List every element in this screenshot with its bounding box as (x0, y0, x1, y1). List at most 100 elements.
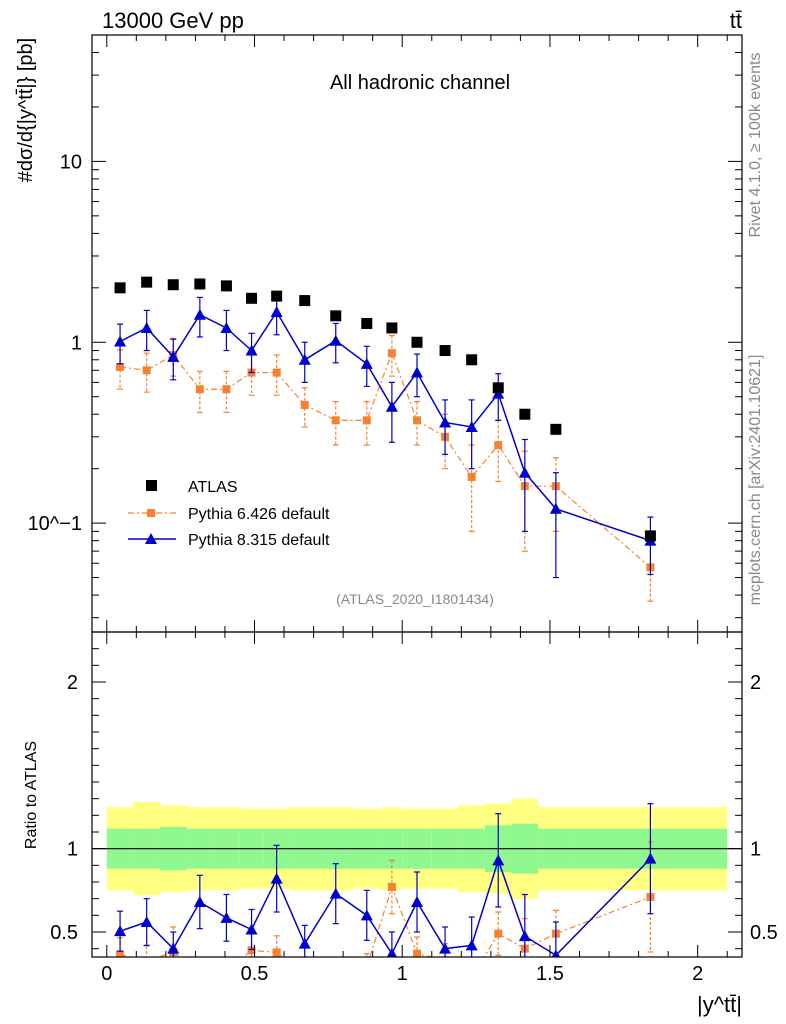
ratio-y-tick-label-left: 1 (67, 839, 78, 861)
pythia8-main-point (549, 502, 562, 514)
pythia8-ratio-point (465, 939, 478, 951)
chart-title: All hadronic channel (330, 72, 510, 94)
atlas-point (519, 408, 531, 420)
pythia8-main-point (114, 335, 127, 347)
legend-label-pythia6: Pythia 6.426 default (188, 506, 330, 523)
pythia6-main-point (387, 349, 396, 358)
pythia8-ratio-point (492, 854, 505, 866)
pythia6-main-point (413, 416, 421, 425)
pythia6-ratio-point (247, 946, 256, 955)
pythia8-main-point (518, 466, 531, 478)
pythia8-ratio-point (298, 937, 311, 949)
pythia8-ratio-point (518, 930, 531, 942)
pythia8-ratio-point (167, 942, 180, 954)
process-label: tt̄ (730, 8, 742, 33)
rivet-label: Rivet 4.1.0, ≥ 100k events (747, 53, 764, 238)
mcplots-label: mcplots.cern.ch [arXiv:2401.10621] (747, 355, 764, 606)
ratio-y-tick-label-right: 2 (750, 672, 761, 694)
pythia8-ratio-point (439, 942, 452, 954)
main-y-tick-label: 1 (71, 332, 82, 354)
ratio-y-axis-title: Ratio to ATLAS (23, 741, 40, 849)
pythia8-main-point (298, 353, 311, 365)
legend-entry-atlas: ATLAS (146, 479, 238, 496)
pythia6-main-point (467, 472, 476, 481)
pythia6-ratio-point (116, 950, 125, 957)
x-tick-label: 2 (692, 963, 703, 985)
pythia8-ratio-point (114, 925, 127, 937)
energy-label: 13000 GeV pp (102, 8, 244, 33)
x-axis-title: |y^tt̄| (697, 992, 742, 1017)
pythia8-main-point (220, 321, 233, 333)
ratio-panel (92, 798, 742, 982)
pythia8-ratio-point (245, 923, 258, 935)
pythia6-ratio-point (494, 929, 503, 938)
pythia8-main-point (465, 420, 478, 432)
pythia8-ratio-point (193, 896, 206, 907)
main-y-axis-title: #dσ/d{|y^tt̄|} [pb] (15, 38, 37, 182)
pythia6-ratio-point (387, 883, 396, 891)
legend: ATLAS Pythia 6.426 default Pythia 8.315 … (128, 479, 330, 549)
ratio-y-tick-label-left: 0.5 (50, 922, 78, 944)
pythia6-ratio-line (119, 885, 651, 957)
pythia8-main-point (439, 416, 452, 428)
main-y-tick-label: 10^−1 (28, 513, 82, 535)
pythia8-main-point (270, 306, 283, 318)
ratio-y-tick-label-right: 0.5 (750, 922, 778, 944)
atlas-point (299, 295, 311, 307)
main-y-tick-label: 10 (60, 151, 82, 173)
pythia6-main-point (494, 441, 503, 450)
pythia8-ratio-point (140, 916, 153, 927)
atlas-point (644, 530, 656, 542)
atlas-point (194, 278, 206, 290)
main-y-axis-title-text: #dσ/d{|y^tt̄|} [pb] (15, 38, 37, 182)
pythia6-main-point (222, 385, 231, 394)
atlas-point (492, 382, 504, 394)
atlas-point (466, 354, 478, 366)
pythia8-main-point (329, 334, 342, 346)
legend-label-pythia8: Pythia 8.315 default (188, 532, 330, 549)
pythia8-main-point (193, 308, 206, 320)
atlas-point (141, 276, 153, 288)
pythia8-ratio-point (360, 909, 373, 921)
pythia6-ratio-point (363, 963, 371, 971)
atlas-point (167, 279, 179, 291)
pythia8-ratio-point (411, 896, 423, 907)
pythia6-ratio-point (413, 949, 421, 957)
pythia8-ratio-point (644, 852, 657, 864)
pythia8-main-point (360, 357, 373, 369)
pythia8-main-point (167, 350, 180, 362)
pythia6-ratio-point (143, 957, 151, 965)
pythia6-main-point (331, 416, 340, 425)
pythia6-main-point (142, 366, 151, 375)
pythia8-main-point (245, 344, 258, 356)
pythia8-main-line (119, 310, 651, 542)
ratio-y-tick-label-left: 2 (67, 672, 78, 694)
main-panel (114, 276, 657, 602)
atlas-point (114, 282, 126, 294)
pythia6-ratio-point (468, 974, 476, 982)
legend-marker-pythia8 (145, 533, 157, 544)
pythia8-ratio-line (119, 857, 651, 957)
pythia8-ratio-point (220, 911, 233, 923)
pythia8-ratio-point (386, 947, 397, 957)
legend-label-atlas: ATLAS (188, 479, 238, 496)
x-tick-label: 0.5 (241, 963, 269, 985)
pythia8-ratio-point (551, 949, 561, 957)
atlas-point (271, 290, 283, 302)
pythia6-ratio-point (301, 967, 309, 975)
pythia8-ratio-point (329, 887, 342, 899)
ratio-y-tick-label-right: 1 (750, 839, 761, 861)
pythia6-ratio-point (332, 967, 340, 975)
pythia6-main-point (272, 368, 281, 377)
legend-marker-atlas (146, 480, 157, 491)
pythia8-main-point (411, 366, 423, 378)
pythia8-main-point (385, 400, 398, 412)
axis-ticks: 0 0.5 1 1.5 2 10^−1 1 10 0.5 0.5 1 1 2 2 (28, 34, 778, 985)
pythia6-main-point (116, 362, 125, 371)
x-tick-label: 1.5 (536, 963, 564, 985)
pythia8-main-point (140, 321, 153, 333)
pythia6-main-point (195, 385, 204, 394)
atlas-point (386, 322, 398, 334)
legend-marker-pythia6 (147, 509, 155, 517)
